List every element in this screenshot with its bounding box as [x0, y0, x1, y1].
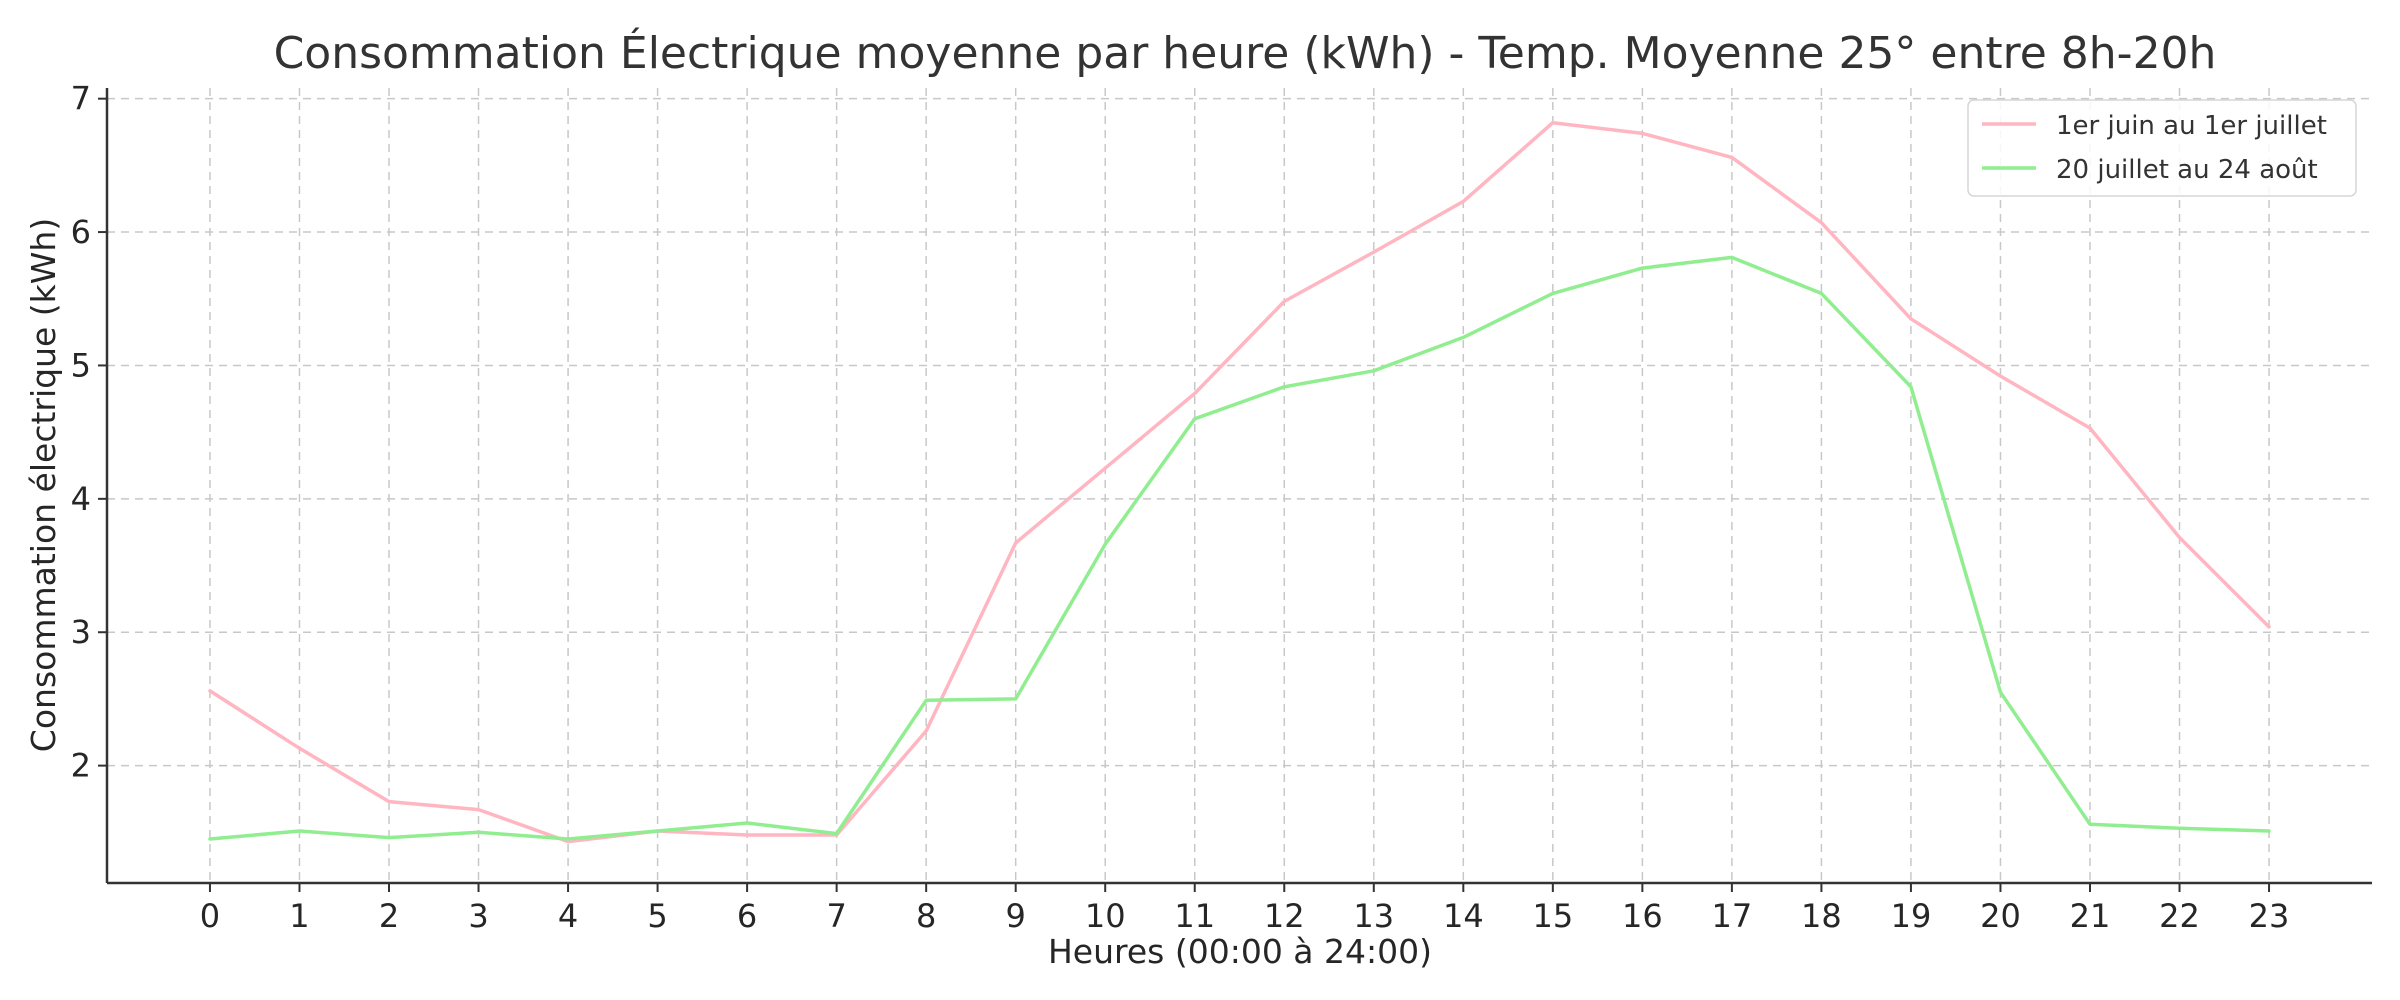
x-tick-label: 2 — [379, 897, 399, 935]
x-tick-label: 9 — [1006, 897, 1026, 935]
x-tick-label: 22 — [2159, 897, 2200, 935]
y-axis-title: Consommation électrique (kWh) — [24, 218, 63, 752]
x-tick-label: 16 — [1622, 897, 1663, 935]
x-tick-label: 3 — [468, 897, 488, 935]
x-tick-label: 7 — [826, 897, 846, 935]
series-line-1 — [208, 120, 2271, 844]
grid — [107, 88, 2372, 883]
x-tick-label: 20 — [1980, 897, 2021, 935]
x-tick-label: 12 — [1264, 897, 1305, 935]
x-tick-label: 4 — [558, 897, 578, 935]
tick-labels: 0 1 2 3 4 5 6 7 8 9 10 11 12 13 14 15 16 17 18 19 20 21 22 2323… — [71, 80, 2290, 935]
x-tick-label: 13 — [1353, 897, 1394, 935]
x-tick-label: 1 — [289, 897, 309, 935]
x-tick-label: 15 — [1532, 897, 1573, 935]
x-tick-label: 8 — [916, 897, 936, 935]
y-tick-label: 2 — [71, 747, 91, 785]
legend-label-series-1: 1er juin au 1er juillet — [2056, 111, 2327, 141]
x-tick-label: 0 — [200, 897, 220, 935]
x-tick-label: 23 — [2249, 897, 2290, 935]
x-tick-label: 11 — [1174, 897, 1215, 935]
x-tick-label: 6 — [737, 897, 757, 935]
y-tick-label: 4 — [71, 480, 91, 518]
x-tick-label: 18 — [1801, 897, 1842, 935]
axes — [105, 88, 2372, 885]
x-tick-label: 21 — [2070, 897, 2111, 935]
y-tick-label: 6 — [71, 213, 91, 251]
legend: 1er juin au 1er juillet 20 juillet au 24… — [1967, 99, 2357, 197]
x-tick-label: 10 — [1085, 897, 1126, 935]
x-tick-label: 17 — [1712, 897, 1753, 935]
y-tick-label: 3 — [71, 613, 91, 651]
x-tick-label: 5 — [647, 897, 667, 935]
x-tick-label: 19 — [1891, 897, 1932, 935]
y-tick-label: 7 — [71, 80, 91, 118]
legend-box — [1967, 99, 2357, 197]
x-axis-title: Heures (00:00 à 24:00) — [1048, 932, 1432, 971]
series-lines — [208, 120, 2271, 844]
y-tick-label: 5 — [71, 346, 91, 384]
x-tick-label: 14 — [1443, 897, 1484, 935]
chart-title: Consommation Électrique moyenne par heur… — [274, 26, 2217, 79]
legend-label-series-2: 20 juillet au 24 août — [2056, 155, 2318, 185]
series-line-2 — [208, 255, 2271, 841]
